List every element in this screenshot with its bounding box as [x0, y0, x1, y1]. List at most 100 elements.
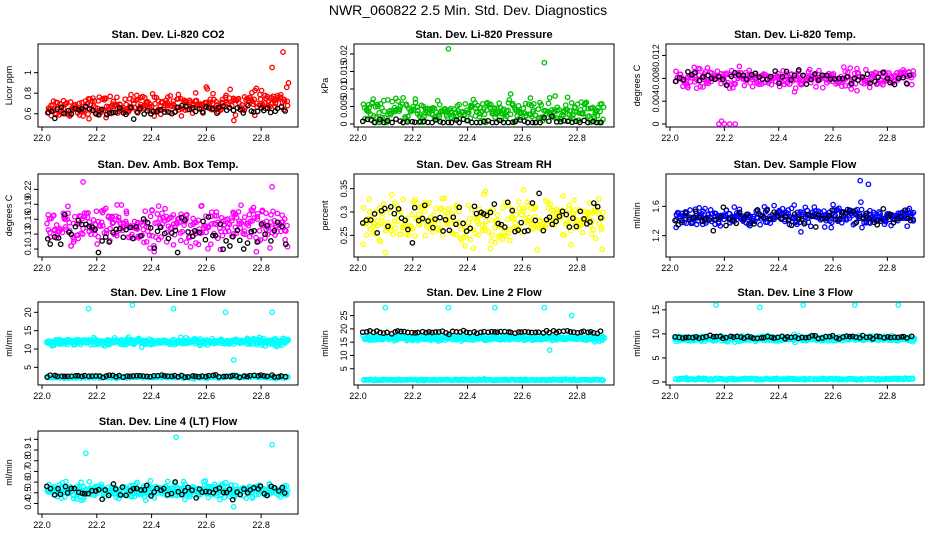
data-point — [57, 241, 64, 248]
data-point — [270, 208, 276, 215]
data-point — [367, 209, 373, 215]
data-point — [536, 190, 542, 197]
x-tick-label: 22.4 — [459, 391, 477, 401]
data-point — [376, 109, 382, 116]
data-point — [269, 64, 275, 71]
data-point — [910, 218, 917, 224]
data-point — [490, 206, 497, 213]
data-point — [783, 68, 790, 75]
data-point — [283, 84, 290, 91]
data-point — [492, 304, 498, 311]
data-point — [492, 114, 499, 121]
data-point — [232, 112, 239, 118]
data-point — [130, 116, 137, 122]
data-point — [723, 207, 730, 214]
data-point — [360, 241, 367, 248]
data-point — [690, 214, 697, 221]
data-point — [76, 107, 82, 113]
data-point — [515, 227, 522, 233]
data-point — [174, 249, 181, 256]
data-point — [541, 304, 548, 311]
data-point — [220, 246, 226, 253]
x-tick-label: 22.8 — [252, 391, 270, 401]
x-tick-label: 22.2 — [88, 263, 106, 273]
data-point — [192, 90, 199, 96]
data-point — [134, 109, 141, 116]
data-point — [264, 231, 271, 238]
data-point — [251, 227, 258, 234]
data-point — [389, 98, 396, 105]
data-point — [47, 241, 54, 247]
data-point — [488, 101, 494, 108]
data-point — [908, 81, 915, 88]
data-point — [86, 115, 92, 122]
data-point — [106, 239, 113, 245]
data-point — [258, 87, 265, 94]
data-point — [740, 72, 747, 79]
data-point — [366, 196, 373, 203]
data-point — [757, 221, 763, 228]
data-point — [760, 214, 767, 221]
data-point — [863, 210, 870, 217]
data-point — [470, 245, 476, 252]
data-point — [499, 236, 506, 243]
data-point — [114, 94, 120, 101]
data-point — [65, 203, 71, 210]
data-point — [245, 102, 251, 109]
data-point — [421, 208, 428, 215]
panel-amb-box-temp: Stan. Dev. Amb. Box Temp.degrees C22.0 22… — [4, 159, 299, 273]
data-point — [377, 116, 383, 123]
y-tick-label: 0 — [651, 121, 661, 126]
data-point — [195, 241, 202, 248]
data-point — [880, 205, 887, 212]
panel-title: Stan. Dev. Sample Flow — [734, 159, 857, 171]
data-point — [491, 201, 498, 207]
data-point — [815, 77, 822, 84]
data-point — [432, 117, 439, 123]
x-tick-label: 22.4 — [459, 133, 477, 143]
data-point — [866, 215, 873, 222]
data-point — [382, 304, 389, 311]
data-point — [162, 205, 168, 212]
data-point — [801, 220, 808, 227]
data-point — [488, 217, 495, 224]
data-point — [532, 204, 539, 210]
data-point — [65, 107, 72, 114]
data-point — [712, 73, 719, 79]
data-point — [907, 217, 914, 224]
data-point — [507, 111, 514, 118]
data-point — [161, 109, 168, 115]
data-point — [741, 82, 748, 89]
data-point — [99, 222, 106, 229]
data-point — [157, 224, 164, 231]
data-point — [409, 239, 416, 246]
data-point — [432, 216, 438, 222]
data-point — [262, 231, 268, 238]
x-tick-label: 22.6 — [514, 133, 532, 143]
data-point — [672, 217, 678, 224]
data-point — [579, 229, 586, 236]
data-point — [241, 231, 248, 238]
data-point — [589, 104, 596, 111]
y-tick-label: 0.008 — [651, 67, 661, 90]
data-point — [441, 195, 448, 202]
x-tick-label: 22.0 — [33, 263, 51, 273]
data-point — [440, 232, 446, 239]
data-point — [363, 232, 370, 238]
data-point — [706, 216, 713, 223]
data-point — [682, 210, 689, 216]
data-point — [48, 108, 55, 115]
series-reference — [359, 113, 604, 126]
data-point — [463, 228, 470, 235]
data-point — [152, 100, 158, 107]
data-point — [482, 218, 489, 225]
data-point — [736, 209, 743, 216]
data-point — [178, 113, 185, 119]
x-tick-label: 22.8 — [252, 520, 270, 530]
data-point — [600, 209, 607, 216]
data-point — [254, 216, 261, 222]
data-point — [234, 227, 241, 234]
data-point — [779, 73, 786, 80]
